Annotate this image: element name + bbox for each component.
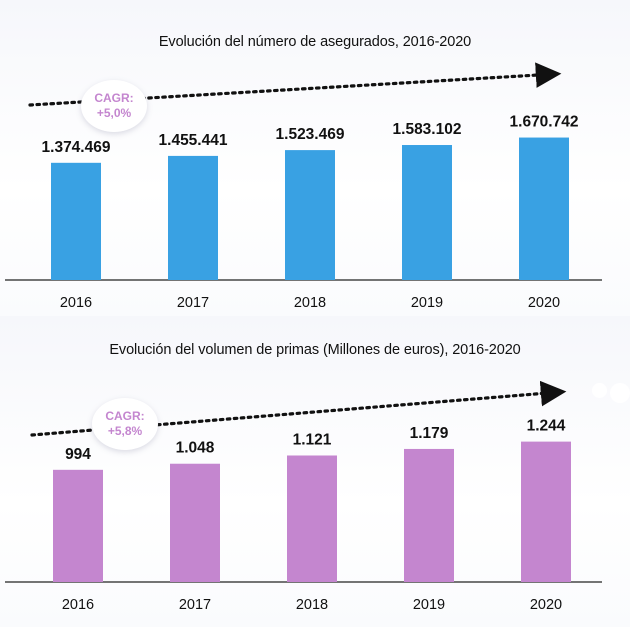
premiums-chart-panel: Evolución del volumen de primas (Millone… (0, 316, 630, 627)
bar-value-label: 1.455.441 (159, 132, 228, 149)
insured-chart-panel: Evolución del número de asegurados, 2016… (0, 0, 630, 316)
bar-value-label: 1.179 (410, 425, 449, 442)
decorative-dot (592, 383, 607, 398)
x-tick-label: 2020 (528, 295, 560, 311)
x-tick-label: 2019 (411, 295, 443, 311)
bar (402, 145, 452, 280)
bar-value-label: 1.670.742 (510, 114, 579, 131)
cagr-label: CAGR: (105, 409, 145, 423)
cagr-badge: CAGR: +5,0% (81, 80, 147, 132)
x-tick-label: 2018 (294, 295, 326, 311)
trend-arrow (30, 380, 567, 437)
cagr-value: +5,0% (96, 106, 132, 120)
bar (521, 441, 571, 582)
bar (51, 162, 101, 280)
x-tick-label: 2018 (296, 597, 328, 613)
bar (53, 469, 103, 582)
bar (287, 455, 337, 582)
bar (519, 137, 569, 280)
bar-value-label: 1.374.469 (42, 139, 111, 156)
premiums-bar-chart: 994 2016 1.048 2017 1.121 2018 1.179 2019 1.244 2… (5, 380, 602, 613)
x-tick-label: 2017 (179, 597, 211, 613)
cagr-value: +5,8% (107, 424, 143, 438)
bar-value-label: 1.583.102 (393, 121, 462, 138)
chart-title: Evolución del número de asegurados, 2016… (158, 34, 472, 50)
x-tick-label: 2020 (530, 597, 562, 613)
bar-value-label: 1.121 (293, 431, 332, 448)
bar-value-label: 1.244 (527, 418, 566, 435)
bar (285, 150, 335, 280)
cagr-label: CAGR: (94, 91, 134, 105)
bar (168, 155, 218, 280)
x-tick-label: 2019 (413, 597, 445, 613)
x-tick-label: 2016 (60, 295, 92, 311)
chart-title: Evolución del volumen de primas (Millone… (109, 342, 521, 358)
bar-value-label: 1.523.469 (276, 126, 345, 143)
decorative-dot (610, 383, 630, 403)
bar (404, 448, 454, 582)
cagr-badge: CAGR: +5,8% (92, 398, 158, 450)
x-tick-label: 2016 (62, 597, 94, 613)
bar (170, 463, 220, 582)
bar-value-label: 994 (65, 446, 91, 463)
insured-bar-chart: 1.374.469 2016 1.455.441 2017 1.523.469 2018 1… (5, 62, 602, 311)
x-tick-label: 2017 (177, 295, 209, 311)
bar-value-label: 1.048 (176, 440, 215, 457)
